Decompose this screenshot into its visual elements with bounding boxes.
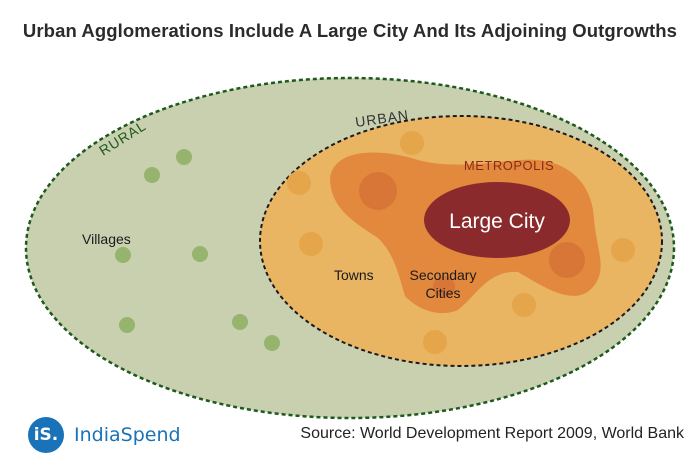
villages-label: Villages (82, 231, 131, 247)
secondary-cities-label-line1: Secondary (410, 267, 477, 283)
source-credit: Source: World Development Report 2009, W… (300, 425, 684, 442)
town-dot (400, 131, 424, 155)
town-dot (299, 232, 323, 256)
town-dot (287, 171, 311, 195)
village-dot (119, 317, 135, 333)
logo-badge-icon: iS. (28, 417, 64, 453)
large-city-region (424, 182, 570, 258)
secondary-city-dot (433, 276, 455, 298)
metropolis-label: METROPOLIS (464, 158, 554, 173)
chart-title: Urban Agglomerations Include A Large Cit… (22, 20, 678, 41)
town-dot (423, 330, 447, 354)
village-dot (115, 247, 131, 263)
town-dot (512, 293, 536, 317)
large-city-label: Large City (449, 210, 545, 233)
secondary-city-dot (549, 242, 585, 278)
urban-label: URBAN (354, 107, 410, 130)
towns-label: Towns (334, 267, 374, 283)
logo-name: IndiaSpend (74, 424, 181, 446)
village-dot (232, 314, 248, 330)
village-dot (192, 246, 208, 262)
secondary-city-dot (359, 172, 397, 210)
town-dot (611, 238, 635, 262)
indiaspend-logo: iS. IndiaSpend (28, 417, 181, 453)
village-dot (176, 149, 192, 165)
secondary-cities-label-line2: Cities (425, 285, 460, 301)
village-dot (144, 167, 160, 183)
village-dot (264, 335, 280, 351)
